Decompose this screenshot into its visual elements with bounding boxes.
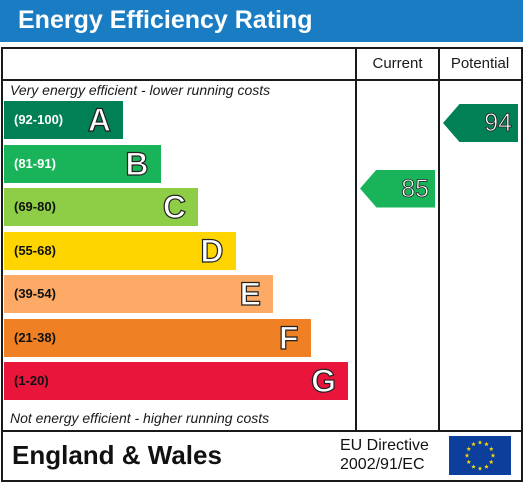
- eu-star: [490, 453, 496, 458]
- eu-flag-icon: [449, 436, 511, 475]
- top-note: Very energy efficient - lower running co…: [10, 82, 271, 98]
- band-letter: D: [200, 232, 224, 269]
- band-range-label: (81-91): [14, 155, 56, 171]
- eu-star: [484, 441, 489, 447]
- eu-star: [477, 466, 483, 471]
- eu-star: [488, 459, 494, 464]
- footer-divider: [3, 430, 521, 432]
- eu-star: [464, 453, 470, 458]
- potential-rating-arrow: 94: [443, 104, 518, 142]
- potential-rating-value: 94: [484, 109, 513, 138]
- band-e: (39-54) E: [4, 275, 273, 313]
- current-column-divider: [355, 49, 357, 430]
- band-g: (1-20) G: [4, 362, 348, 400]
- band-letter: B: [125, 145, 149, 182]
- eu-star: [484, 464, 489, 469]
- eu-directive-number: 2002/91/EC: [340, 456, 425, 473]
- eu-directive-label: EU Directive: [340, 437, 429, 454]
- band-letter: F: [278, 319, 299, 356]
- potential-column-divider: [438, 49, 440, 430]
- footer-region: England & Wales: [12, 440, 222, 470]
- bottom-note: Not energy efficient - higher running co…: [10, 410, 270, 426]
- eu-star: [488, 446, 494, 451]
- eu-star: [466, 446, 472, 451]
- band-range-label: (1-20): [14, 373, 49, 388]
- band-range-label: (21-38): [14, 329, 56, 345]
- current-rating-arrow: 85: [360, 169, 435, 208]
- band-f: (21-38) F: [4, 318, 311, 357]
- band-a: (92-100) A: [4, 101, 123, 139]
- current-rating-value: 85: [401, 174, 430, 203]
- eu-star: [471, 441, 476, 447]
- band-letter: G: [311, 362, 337, 399]
- band-letter: C: [162, 188, 186, 225]
- header-divider: [3, 79, 521, 81]
- band-range-label: (39-54): [14, 286, 56, 301]
- band-d: (55-68) D: [4, 231, 236, 270]
- eu-star: [477, 440, 483, 445]
- eu-star: [466, 459, 472, 464]
- eu-star: [471, 464, 476, 469]
- band-range-label: (55-68): [14, 242, 56, 258]
- band-b: (81-91) B: [4, 144, 161, 183]
- page-title: Energy Efficiency Rating: [18, 6, 313, 34]
- band-c: (69-80) C: [4, 188, 198, 226]
- band-letter: E: [239, 275, 262, 312]
- current-column-header: Current: [372, 55, 423, 72]
- potential-column-header: Potential: [450, 55, 510, 72]
- title-bar: [0, 0, 523, 42]
- band-letter: A: [87, 101, 111, 138]
- band-range-label: (92-100): [14, 112, 64, 127]
- band-range-label: (69-80): [14, 199, 56, 214]
